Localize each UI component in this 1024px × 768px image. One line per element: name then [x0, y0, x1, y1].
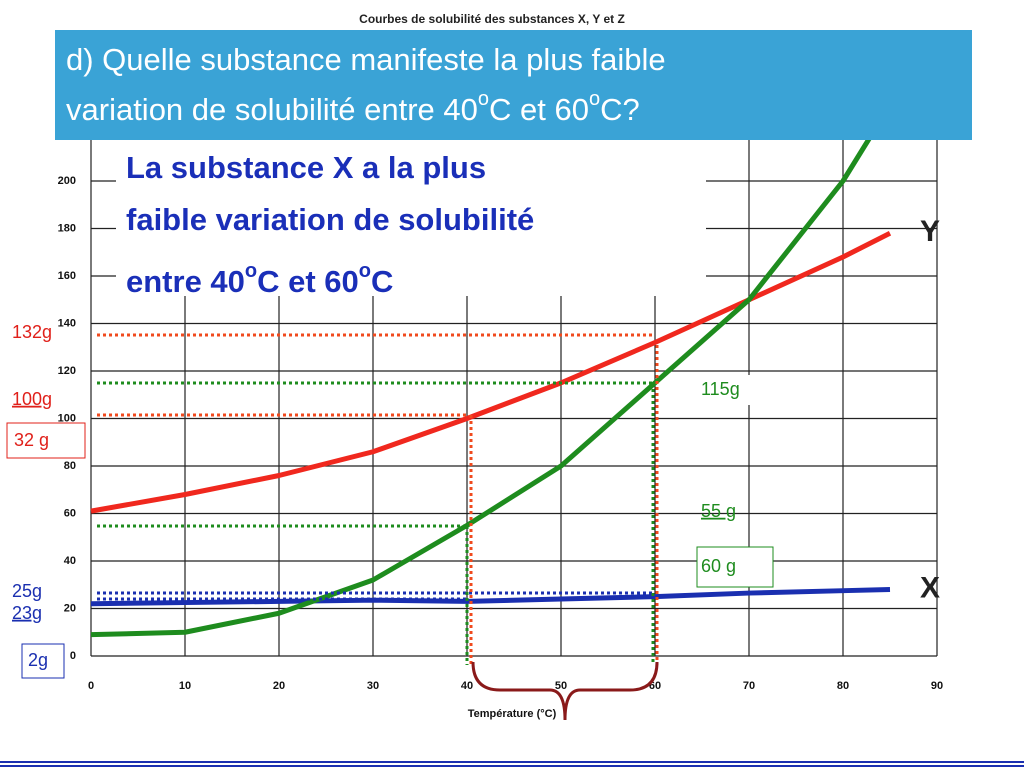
x-tick-label: 50: [555, 680, 567, 692]
series-line: [90, 231, 892, 514]
y-tick-label: 160: [58, 270, 76, 282]
chart-title: Courbes de solubilité des substances X, …: [359, 12, 625, 26]
annotation-box: [6, 422, 86, 459]
x-tick-label: 80: [837, 680, 849, 692]
answer-line: La substance X a la plus: [126, 150, 486, 185]
annotation: 23g: [12, 603, 42, 623]
annotation-box: [21, 643, 65, 679]
question-text: C?: [600, 92, 640, 127]
answer-text: entre 40: [126, 264, 245, 299]
y-tick-label: 20: [64, 602, 76, 614]
y-tick-label: 140: [58, 317, 76, 329]
question-text: variation de solubilité entre 40: [66, 92, 478, 127]
annotation-box: [696, 375, 776, 405]
superscript: o: [245, 260, 257, 282]
question-box: [55, 30, 972, 140]
x-tick-label: 0: [88, 680, 94, 692]
question: d) Quelle substance manifeste la plus fa…: [66, 42, 666, 127]
annotation: 60 g: [701, 556, 736, 576]
y-tick-label: 120: [58, 365, 76, 377]
answer-line: entre 40oC et 60oC: [126, 260, 393, 299]
series-label: Y: [920, 215, 940, 248]
annotation: 115g: [701, 379, 740, 399]
y-tick-label: 200: [58, 175, 76, 187]
annotation-box: [696, 546, 774, 588]
annotation: 25g: [12, 581, 42, 601]
y-tick-label: 40: [64, 555, 76, 567]
answer-line: faible variation de solubilité: [126, 202, 534, 237]
annotations: 132g 100g 32 g 115g 55 g 60 g 25g 23g 2g: [6, 322, 776, 679]
y-tick-label: 80: [64, 460, 76, 472]
brace: [471, 661, 659, 721]
reference-lines: [97, 333, 659, 665]
y-tick-label: 0: [70, 650, 76, 662]
y-tick-label: 100: [58, 412, 76, 424]
series-label: X: [920, 571, 940, 604]
x-tick-label: 40: [461, 680, 473, 692]
annotation: 2g: [28, 650, 48, 670]
superscript: o: [359, 260, 371, 282]
annotation: 55 g: [701, 501, 736, 521]
annotation: 132g: [12, 322, 52, 342]
y-tick-label: 180: [58, 222, 76, 234]
x-tick-label: 20: [273, 680, 285, 692]
superscript: o: [589, 88, 600, 110]
x-tick-label: 10: [179, 680, 191, 692]
x-tick-label: 70: [743, 680, 755, 692]
x-tick-label: 90: [931, 680, 943, 692]
answer: La substance X a la plus faible variation…: [126, 150, 534, 299]
x-tick-label: 30: [367, 680, 379, 692]
y-tick-label: 60: [64, 507, 76, 519]
series-line: [90, 587, 891, 607]
superscript: o: [478, 88, 489, 110]
annotation: 32 g: [14, 430, 49, 450]
question-text: d) Quelle substance manifeste la plus fa…: [66, 42, 666, 77]
answer-text: C: [371, 264, 393, 299]
series-line: [90, 103, 893, 638]
annotation: 100g: [12, 389, 52, 409]
answer-text: C et 60: [257, 264, 359, 299]
answer-box: [116, 140, 706, 296]
question-text: C et 60: [489, 92, 589, 127]
x-axis-label: Température (°C): [468, 708, 557, 720]
